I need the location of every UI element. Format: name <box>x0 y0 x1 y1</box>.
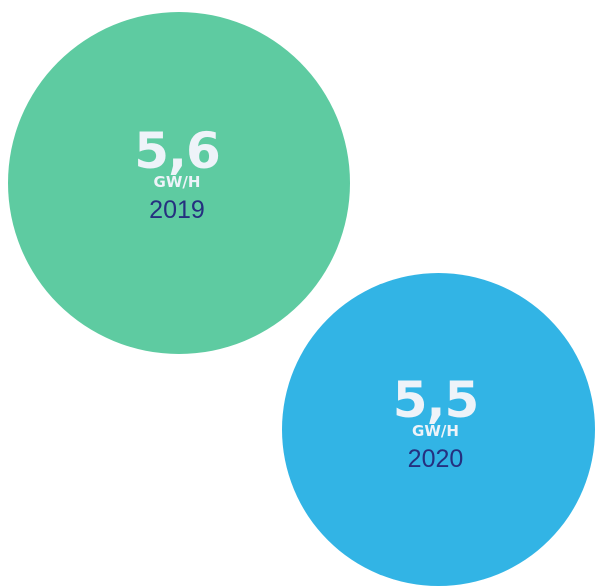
bubble-value: 5,6 <box>134 122 221 180</box>
bubble-year: 2019 <box>149 196 205 224</box>
bubble-unit: GW/H <box>412 421 459 440</box>
bubble-2020: 5,5 GW/H 2020 <box>282 273 595 586</box>
bubble-year: 2020 <box>407 444 464 473</box>
bubble-value: 5,5 <box>392 370 480 429</box>
bubble-unit: GW/H <box>153 173 201 191</box>
bubble-2019: 5,6 GW/H 2019 <box>8 12 350 354</box>
